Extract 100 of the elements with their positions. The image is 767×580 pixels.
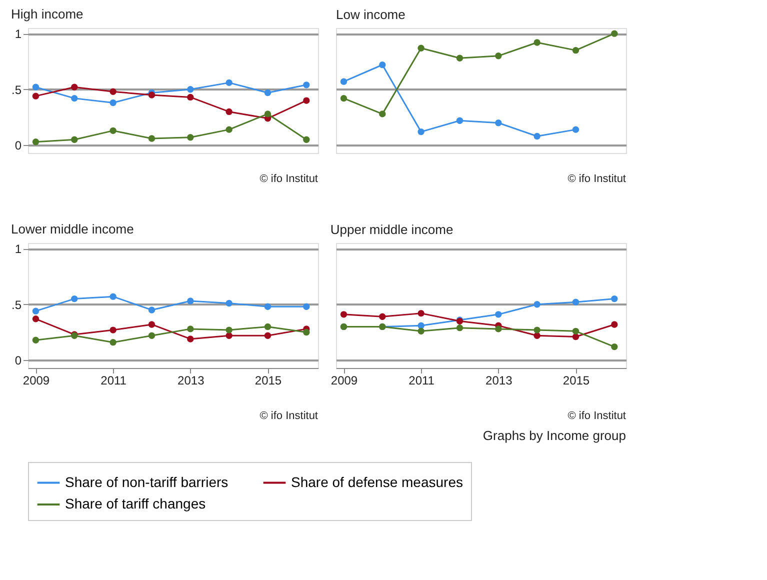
point — [303, 82, 310, 88]
point — [379, 61, 386, 68]
point — [456, 54, 464, 62]
x-tick-label: 2013 — [486, 374, 513, 388]
point — [572, 126, 580, 133]
point — [32, 138, 40, 146]
point — [611, 30, 618, 37]
point — [110, 127, 116, 134]
point — [148, 332, 156, 339]
point — [534, 39, 540, 46]
point — [226, 300, 232, 307]
x-tick-label: 2013 — [178, 374, 205, 388]
chart-title: Upper middle income — [330, 222, 454, 237]
point — [71, 94, 78, 102]
point — [71, 295, 78, 302]
point — [32, 308, 40, 314]
chart-title: Lower middle income — [10, 222, 134, 237]
point — [187, 336, 194, 342]
point — [379, 110, 386, 118]
point — [418, 310, 424, 317]
point — [572, 333, 580, 340]
point — [572, 46, 580, 54]
point — [148, 135, 156, 142]
point — [418, 328, 424, 335]
chart-title: Low income — [336, 7, 406, 22]
point — [110, 338, 116, 346]
point — [495, 326, 502, 332]
point — [226, 326, 232, 334]
point — [71, 84, 78, 90]
y-tick-label: 0 — [14, 354, 22, 368]
point — [534, 132, 540, 140]
point — [226, 108, 232, 116]
point — [303, 303, 310, 310]
point — [32, 336, 40, 344]
point — [264, 110, 272, 118]
text: Graphs by Income group — [482, 428, 626, 443]
y-tick-label: .5 — [11, 82, 22, 97]
point — [226, 332, 232, 339]
point — [226, 126, 232, 133]
point — [456, 324, 464, 332]
point — [418, 128, 424, 136]
point — [611, 295, 618, 302]
point — [187, 86, 194, 93]
chart-title: High income — [10, 6, 84, 22]
point — [340, 94, 348, 102]
point — [495, 52, 502, 60]
x-tick-label: 2011 — [408, 374, 435, 388]
y-tick-label: 1 — [14, 242, 22, 256]
point — [187, 134, 194, 141]
point — [187, 326, 194, 332]
point — [572, 298, 580, 306]
point — [495, 311, 502, 318]
point — [187, 94, 194, 101]
point — [611, 343, 618, 350]
y-tick-label: 0 — [14, 138, 22, 153]
legend-label: Share of non-tariff barriers — [65, 474, 228, 490]
text: © ifo Institut — [568, 410, 626, 422]
point — [110, 326, 116, 334]
point — [495, 120, 502, 126]
point — [611, 321, 618, 328]
point — [379, 313, 386, 320]
point — [148, 92, 156, 98]
point — [340, 311, 348, 318]
point — [110, 293, 116, 300]
point — [32, 84, 40, 90]
text: © ifo Institut — [260, 410, 318, 422]
point — [32, 92, 40, 100]
x-tick-label: 2009 — [330, 374, 358, 388]
point — [264, 89, 272, 96]
point — [226, 79, 232, 86]
legend-label: Share of tariff changes — [65, 496, 206, 512]
point — [264, 303, 272, 310]
point — [418, 44, 424, 52]
point — [187, 298, 194, 304]
legend-label: Share of defense measures — [291, 474, 463, 490]
x-tick-label: 2009 — [22, 374, 50, 388]
text: © ifo Institut — [260, 173, 318, 185]
point — [110, 88, 116, 95]
point — [534, 301, 540, 308]
y-tick-label: .5 — [11, 298, 22, 312]
point — [148, 306, 156, 314]
point — [264, 332, 272, 339]
x-tick-label: 2015 — [254, 374, 282, 388]
point — [303, 328, 310, 336]
point — [32, 316, 40, 322]
point — [418, 322, 424, 329]
x-tick-label: 2011 — [100, 374, 127, 388]
point — [534, 332, 540, 339]
point — [264, 323, 272, 330]
point — [303, 97, 310, 104]
point — [534, 326, 540, 334]
y-tick-label: 1 — [14, 27, 22, 42]
point — [456, 117, 464, 124]
x-tick-label: 2015 — [562, 374, 590, 388]
point — [71, 136, 78, 143]
text: © ifo Institut — [568, 173, 626, 185]
point — [148, 321, 156, 328]
point — [110, 99, 116, 106]
point — [303, 136, 310, 143]
point — [572, 328, 580, 335]
